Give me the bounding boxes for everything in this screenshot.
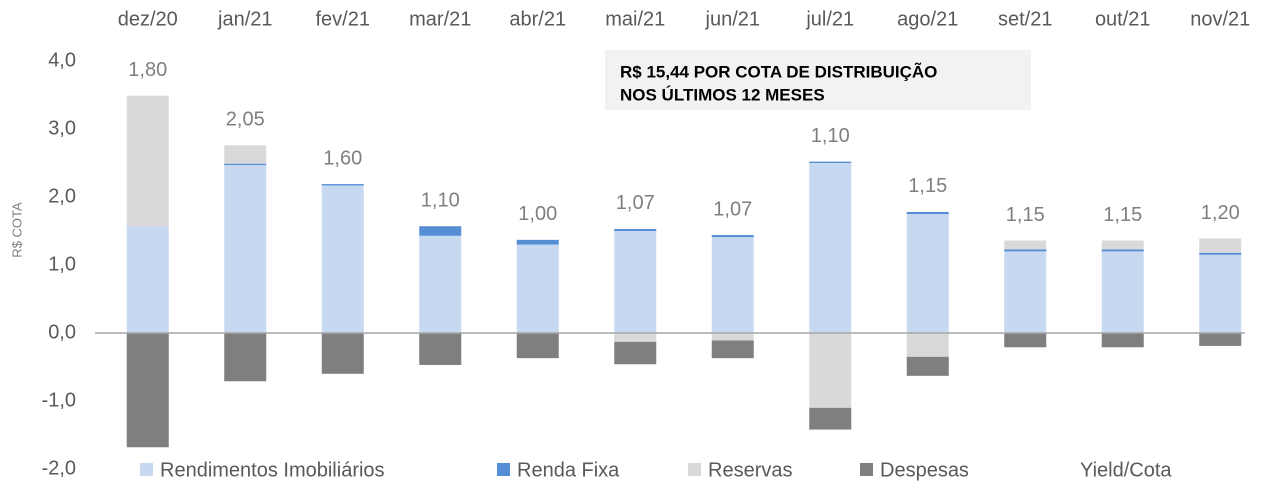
bar-segment <box>1199 254 1242 333</box>
bar-segment <box>1199 333 1242 346</box>
bar-segment <box>711 340 754 359</box>
data-label: 1,60 <box>323 147 362 169</box>
bar-segment <box>809 163 852 333</box>
bar-segment <box>906 214 949 333</box>
bar-segment <box>906 333 949 357</box>
data-label: 2,05 <box>226 109 265 131</box>
bar-segment <box>1004 333 1047 348</box>
data-label: 1,15 <box>1006 204 1045 226</box>
bar-segment <box>224 333 267 382</box>
bar-segment <box>516 239 559 245</box>
bar-segment <box>711 333 754 341</box>
bar-segment <box>906 356 949 376</box>
bar-segment <box>419 333 462 365</box>
legend-label: Despesas <box>880 459 969 481</box>
x-tick-label: out/21 <box>1095 8 1151 30</box>
y-tick-label: 4,0 <box>48 49 76 71</box>
bar-segment <box>321 333 364 374</box>
bar-segment <box>126 95 169 227</box>
legend-label: Renda Fixa <box>517 459 620 481</box>
data-label: 1,00 <box>518 203 557 225</box>
bar-segment <box>419 226 462 236</box>
bar-segment <box>614 341 657 365</box>
x-tick-label: fev/21 <box>316 8 370 30</box>
y-tick-label: 1,0 <box>48 253 76 275</box>
bar-segment <box>126 333 169 448</box>
x-tick-label: jul/21 <box>805 8 854 30</box>
y-tick-label: 3,0 <box>48 117 76 139</box>
x-tick-label: abr/21 <box>509 8 566 30</box>
bar-segment <box>419 235 462 333</box>
bar-segment <box>809 407 852 430</box>
y-tick-label: -2,0 <box>42 457 76 479</box>
legend-label: Rendimentos Imobiliários <box>160 459 385 481</box>
legend-label: Yield/Cota <box>1080 459 1172 481</box>
legend-swatch <box>140 463 153 476</box>
x-tick-label: nov/21 <box>1190 8 1250 30</box>
data-label: 1,07 <box>713 198 752 220</box>
x-tick-label: set/21 <box>998 8 1052 30</box>
data-label: 1,15 <box>908 175 947 197</box>
annotation: R$ 15,44 POR COTA DE DISTRIBUIÇÃO <box>620 61 937 81</box>
bar-segment <box>516 333 559 359</box>
y-axis-label: R$ COTA <box>9 202 24 258</box>
x-tick-label: dez/20 <box>118 8 178 30</box>
data-label: 1,10 <box>421 190 460 212</box>
bar-segment <box>809 161 852 163</box>
y-tick-label: 0,0 <box>48 321 76 343</box>
data-label: 1,10 <box>811 125 850 147</box>
data-label: 1,20 <box>1201 202 1240 224</box>
bar-segment <box>1101 333 1144 348</box>
bar-segment <box>1004 251 1047 333</box>
y-tick-label: -1,0 <box>42 389 76 411</box>
bar-segment <box>516 244 559 333</box>
data-label: 1,80 <box>128 59 167 81</box>
bar-segment <box>126 226 169 333</box>
x-tick-label: mar/21 <box>409 8 471 30</box>
bar-segment <box>711 237 754 333</box>
bar-segment <box>321 184 364 186</box>
bar-segment <box>1199 238 1242 253</box>
bar-segment <box>614 228 657 231</box>
x-tick-label: jan/21 <box>217 8 273 30</box>
annotation: NOS ÚLTIMOS 12 MESES <box>620 85 825 104</box>
x-tick-label: ago/21 <box>897 8 958 30</box>
legend-swatch <box>497 463 510 476</box>
bar-segment <box>711 235 754 238</box>
legend-swatch <box>688 463 701 476</box>
bar-segment <box>224 163 267 166</box>
bar-segment <box>1101 240 1144 250</box>
x-tick-label: mai/21 <box>605 8 665 30</box>
annotation-box <box>605 50 1031 110</box>
bar-segment <box>1101 249 1144 252</box>
y-tick-label: 2,0 <box>48 185 76 207</box>
bar-segment <box>224 165 267 333</box>
bar-segment <box>1199 252 1242 255</box>
bar-segment <box>1101 251 1144 333</box>
bar-segment <box>224 145 267 164</box>
bar-segment <box>614 231 657 333</box>
bar-segment <box>809 333 852 408</box>
data-label: 1,07 <box>616 192 655 214</box>
legend-label: Reservas <box>708 459 792 481</box>
bar-segment <box>614 333 657 342</box>
bar-segment <box>906 211 949 214</box>
legend-swatch <box>860 463 873 476</box>
data-label: 1,15 <box>1103 204 1142 226</box>
bar-segment <box>321 185 364 333</box>
bar-segment <box>1004 249 1047 252</box>
x-tick-label: jun/21 <box>705 8 761 30</box>
bar-segment <box>1004 240 1047 250</box>
